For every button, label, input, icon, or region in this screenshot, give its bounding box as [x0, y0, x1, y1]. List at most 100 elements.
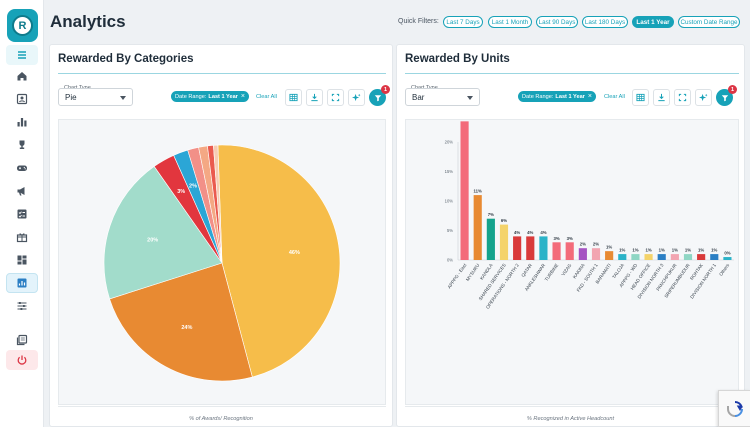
categories-table-view-button[interactable] — [285, 89, 302, 106]
categories-clear-all-link[interactable]: Clear All — [256, 94, 277, 100]
bar-value-label: 6% — [501, 218, 507, 223]
categories-download-button[interactable] — [306, 89, 323, 106]
units-ai-insights-button[interactable] — [695, 89, 712, 106]
bar-value-label: 1% — [606, 245, 612, 250]
bar[interactable] — [539, 236, 548, 260]
quick-filter-custom-date-range[interactable]: Custom Date Range — [678, 16, 740, 28]
bar[interactable] — [644, 254, 653, 260]
bar-value-label: 4% — [514, 230, 520, 235]
sidebar-item-surveys[interactable] — [6, 204, 38, 224]
chevron-down-icon — [467, 96, 473, 100]
contact-card-icon — [16, 93, 28, 105]
units-filter-button[interactable]: 1 — [716, 85, 737, 106]
sidebar-item-library[interactable] — [6, 330, 38, 350]
quick-filter-last-90-days[interactable]: Last 90 Days — [536, 16, 578, 28]
categories-ai-insights-button[interactable] — [348, 89, 365, 106]
bar-value-label: 1% — [672, 248, 678, 253]
pie-slice[interactable] — [213, 144, 223, 264]
x-tick-label: APPPG - East — [447, 262, 468, 289]
bar[interactable] — [486, 218, 495, 260]
bar-value-label: 0% — [724, 251, 730, 256]
sidebar-item-contacts[interactable] — [6, 89, 38, 109]
logo-letter: R — [12, 15, 33, 36]
bar-value-label: 3% — [553, 236, 559, 241]
bar-value-label: 2% — [593, 242, 599, 247]
sparkle-icon — [699, 93, 708, 102]
bar[interactable] — [460, 121, 469, 260]
recaptcha-icon — [726, 400, 743, 417]
categories-panel-title: Rewarded By Categories — [58, 53, 194, 65]
y-tick-label: 15% — [445, 169, 454, 174]
pie-slice-label: 2% — [189, 184, 197, 190]
units-clear-all-link[interactable]: Clear All — [604, 94, 625, 100]
bar[interactable] — [591, 248, 601, 260]
sidebar-item-games[interactable] — [6, 158, 38, 178]
dashboard-icon — [17, 255, 27, 265]
units-date-range-chip[interactable]: Date Range: Last 1 Year × — [518, 91, 596, 102]
sidebar-item-home[interactable] — [6, 66, 38, 86]
quick-filter-last-7-days[interactable]: Last 7 Days — [443, 16, 483, 28]
fullscreen-icon — [331, 93, 340, 102]
bar[interactable] — [723, 257, 732, 260]
bar[interactable] — [618, 254, 627, 260]
categories-panel: Rewarded By Categories Chart Type Pie Da… — [49, 44, 393, 427]
categories-filter-button[interactable]: 1 — [369, 85, 390, 106]
units-chart-type-select[interactable]: Bar — [405, 88, 480, 106]
download-icon — [311, 93, 318, 102]
sidebar-item-awards[interactable] — [6, 135, 38, 155]
bar[interactable] — [513, 236, 522, 260]
close-icon[interactable]: × — [240, 93, 245, 100]
download-icon — [658, 93, 665, 102]
units-table-view-button[interactable] — [632, 89, 649, 106]
bar[interactable] — [657, 254, 666, 260]
bar[interactable] — [683, 254, 693, 260]
recaptcha-badge[interactable] — [718, 390, 750, 427]
categories-chart-type-select[interactable]: Pie — [58, 88, 133, 106]
bar[interactable] — [473, 195, 482, 260]
quick-filter-last-1-month[interactable]: Last 1 Month — [488, 16, 532, 28]
sidebar-item-announcements[interactable] — [6, 181, 38, 201]
bar[interactable] — [670, 254, 679, 260]
units-panel-title: Rewarded By Units — [405, 53, 510, 65]
x-tick-label: SRIPERUMBUDUR — [663, 262, 691, 299]
bar[interactable] — [578, 248, 587, 260]
table-icon — [636, 93, 645, 102]
sidebar-item-reports[interactable] — [6, 112, 38, 132]
units-chart-area: 0%5%10%15%20%23%APPPG - East11%MYSURU7%K… — [405, 119, 739, 405]
close-icon[interactable]: × — [587, 93, 592, 100]
power-icon — [17, 355, 27, 365]
trophy-icon — [19, 140, 25, 149]
quick-filter-last-1-year[interactable]: Last 1 Year — [632, 16, 674, 28]
quick-filter-last-180-days[interactable]: Last 180 Days — [582, 16, 628, 28]
sidebar-item-rewards[interactable] — [6, 227, 38, 247]
page-title: Analytics — [50, 12, 126, 31]
date-range-chip-value: Last 1 Year — [208, 93, 238, 100]
bar-value-label: 1% — [685, 248, 691, 253]
logout-button[interactable] — [6, 350, 38, 370]
bar[interactable] — [526, 236, 535, 260]
pie-slice[interactable] — [217, 144, 341, 378]
units-fullscreen-button[interactable] — [674, 89, 691, 106]
sidebar-item-dashboard[interactable] — [6, 250, 38, 270]
bar[interactable] — [631, 254, 640, 260]
sidebar-item-analytics[interactable] — [6, 273, 38, 293]
filter-icon — [374, 94, 381, 101]
categories-date-range-chip[interactable]: Date Range: Last 1 Year × — [171, 91, 249, 102]
bar[interactable] — [552, 242, 561, 260]
app-logo[interactable]: R — [7, 9, 38, 42]
bar-chart-icon — [17, 118, 27, 127]
bar[interactable] — [499, 224, 509, 260]
pie-slice[interactable] — [109, 262, 253, 382]
bar[interactable] — [565, 242, 574, 260]
categories-fullscreen-button[interactable] — [327, 89, 344, 106]
x-tick-label: VIZAG — [561, 262, 573, 277]
bar-value-label: 1% — [659, 248, 665, 253]
bar[interactable] — [697, 254, 706, 260]
sidebar-item-settings[interactable] — [6, 296, 38, 316]
bar[interactable] — [710, 254, 719, 260]
menu-button[interactable] — [6, 45, 38, 65]
y-tick-label: 20% — [445, 140, 454, 145]
units-download-button[interactable] — [653, 89, 670, 106]
pie-slice[interactable] — [103, 165, 223, 300]
bar[interactable] — [605, 251, 614, 260]
